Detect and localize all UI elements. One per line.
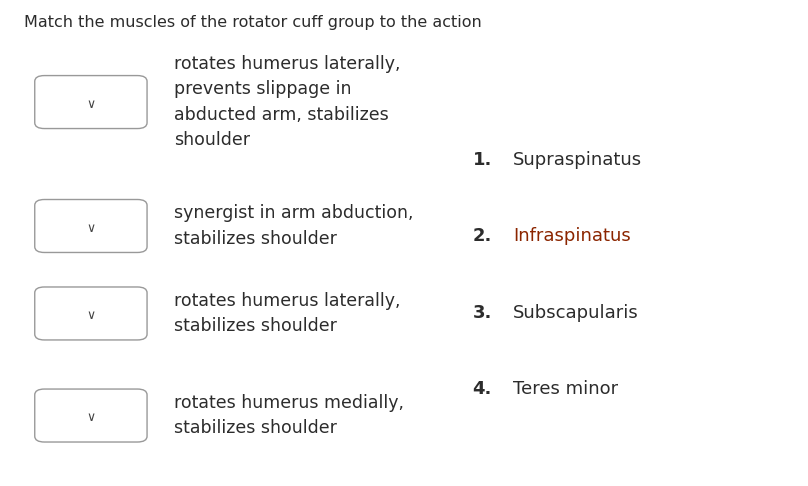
Text: ∨: ∨ — [86, 222, 95, 235]
Text: stabilizes shoulder: stabilizes shoulder — [174, 229, 337, 248]
Text: Teres minor: Teres minor — [513, 380, 618, 398]
Text: ∨: ∨ — [86, 412, 95, 424]
FancyBboxPatch shape — [35, 287, 147, 340]
Text: rotates humerus laterally,: rotates humerus laterally, — [174, 292, 400, 310]
Text: 1.: 1. — [473, 151, 492, 170]
Text: Match the muscles of the rotator cuff group to the action: Match the muscles of the rotator cuff gr… — [24, 15, 482, 30]
Text: 3.: 3. — [473, 304, 492, 323]
Text: 2.: 2. — [473, 226, 492, 245]
Text: stabilizes shoulder: stabilizes shoulder — [174, 317, 337, 335]
Text: Subscapularis: Subscapularis — [513, 304, 639, 323]
Text: abducted arm, stabilizes: abducted arm, stabilizes — [174, 105, 389, 124]
Text: shoulder: shoulder — [174, 131, 250, 149]
Text: prevents slippage in: prevents slippage in — [174, 80, 351, 99]
FancyBboxPatch shape — [35, 75, 147, 128]
Text: rotates humerus medially,: rotates humerus medially, — [174, 394, 404, 412]
Text: ∨: ∨ — [86, 310, 95, 322]
Text: Supraspinatus: Supraspinatus — [513, 151, 642, 170]
Text: 4.: 4. — [473, 380, 492, 398]
Text: stabilizes shoulder: stabilizes shoulder — [174, 419, 337, 437]
FancyBboxPatch shape — [35, 199, 147, 253]
Text: Infraspinatus: Infraspinatus — [513, 226, 631, 245]
FancyBboxPatch shape — [35, 389, 147, 442]
Text: rotates humerus laterally,: rotates humerus laterally, — [174, 55, 400, 73]
Text: ∨: ∨ — [86, 98, 95, 111]
Text: synergist in arm abduction,: synergist in arm abduction, — [174, 204, 413, 223]
